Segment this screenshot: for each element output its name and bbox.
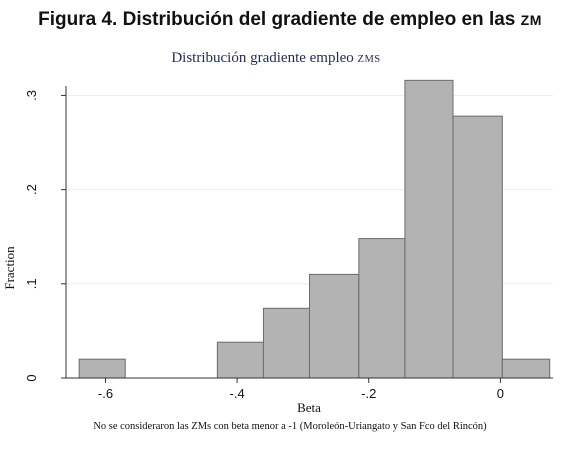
x-tick-label: -.4 <box>230 386 245 401</box>
figure-title-suffix: ZM <box>520 12 542 28</box>
histogram-bar <box>358 238 406 379</box>
figure-title: Figura 4. Distribución del gradiente de … <box>38 9 542 30</box>
bars <box>78 79 551 379</box>
y-tick-label: .2 <box>24 184 39 195</box>
histogram-bar <box>78 358 126 379</box>
x-tick-label: 0 <box>497 386 504 401</box>
y-tick-label: 0 <box>24 374 39 381</box>
x-tick-label: -.6 <box>98 386 113 401</box>
histogram-bar <box>309 273 360 379</box>
y-tick-label: .1 <box>24 278 39 289</box>
y-ticks: 0 .1 .2 .3 <box>24 90 66 382</box>
y-axis-label: Fraction <box>2 246 17 290</box>
histogram-bar <box>216 341 264 379</box>
x-ticks: -.6 -.4 -.2 0 <box>98 378 504 401</box>
histogram-bar <box>404 79 454 379</box>
histogram-bar <box>452 115 503 379</box>
chart-title: Distribución gradiente empleo ZMS <box>171 50 380 66</box>
x-tick-label: -.2 <box>361 386 376 401</box>
y-tick-label: .3 <box>24 90 39 101</box>
histogram-bar <box>501 358 551 379</box>
x-axis-label: Beta <box>297 400 321 415</box>
histogram-bar <box>262 307 310 379</box>
footnote: No se consideraron las ZMs con beta meno… <box>93 421 487 432</box>
